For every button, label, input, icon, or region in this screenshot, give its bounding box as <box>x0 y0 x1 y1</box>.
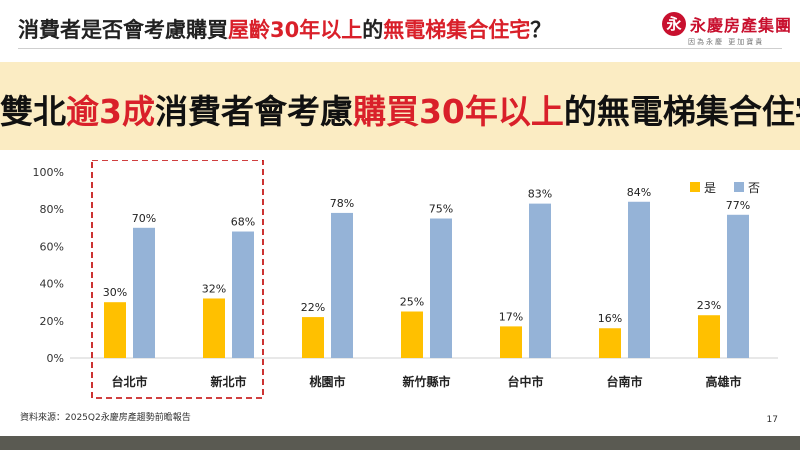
data-label-yes: 30% <box>103 286 127 299</box>
data-label-yes: 23% <box>697 299 721 312</box>
data-label-no: 68% <box>231 216 255 229</box>
bar-no <box>331 212 353 358</box>
logo-slogan: 因為永慶 更加寶貴 <box>688 38 765 46</box>
data-label-no: 83% <box>528 188 552 201</box>
title-part-1: 消費者是否會考慮購買 <box>18 18 228 42</box>
bar-yes <box>302 317 324 358</box>
data-label-yes: 22% <box>301 301 325 314</box>
data-label-no: 78% <box>330 197 354 210</box>
header-divider <box>18 48 782 49</box>
data-label-yes: 16% <box>598 312 622 325</box>
category-label: 台北市 <box>111 374 147 389</box>
category-label: 台南市 <box>606 374 642 389</box>
headline-highlight-age: 購買30年以上 <box>352 92 564 131</box>
bar-yes <box>698 315 720 358</box>
page-number: 17 <box>766 415 778 425</box>
bar-chart: 0% 20% 40% 60% 80% 100% 30% 70% 台北市 32% 68% 新北市 22% 7… <box>33 160 778 399</box>
bar-no <box>628 201 650 358</box>
bar-yes <box>599 328 621 358</box>
bar-yes <box>104 302 126 358</box>
page-title: 消費者是否會考慮購買屋齡30年以上的無電梯集合住宅？ <box>18 14 551 44</box>
y-tick-label: 20% <box>40 315 64 328</box>
highlight-box <box>91 160 264 399</box>
bar-no <box>133 227 155 358</box>
title-question-mark: ？ <box>530 18 552 42</box>
y-tick-label: 40% <box>40 278 64 291</box>
y-tick-label: 80% <box>40 203 64 216</box>
bar-yes <box>203 298 225 358</box>
company-logo: 永 永慶房產集團 因為永慶 更加寶貴 <box>662 10 791 50</box>
title-highlight-type: 無電梯集合住宅 <box>383 18 531 42</box>
data-label-no: 70% <box>132 212 156 225</box>
legend-swatch-yes <box>690 182 700 192</box>
title-part-2: 的 <box>362 18 384 42</box>
data-label-yes: 17% <box>499 310 523 323</box>
data-label-no: 75% <box>429 203 453 216</box>
logo-mark-icon: 永 <box>662 12 686 36</box>
legend-swatch-no <box>734 182 744 192</box>
bar-yes <box>500 326 522 358</box>
headline-part-1: 雙北 <box>0 92 66 131</box>
title-highlight-age: 屋齡30年以上 <box>228 18 363 42</box>
bar-no <box>529 203 551 358</box>
y-tick-label: 60% <box>40 240 64 253</box>
headline: 雙北逾3成消費者會考慮購買30年以上的無電梯集合住宅 <box>0 85 800 133</box>
category-label: 桃園市 <box>309 374 345 389</box>
source-note: 資料來源：2025Q2永慶房產趨勢前瞻報告 <box>20 413 191 423</box>
legend-label-yes: 是 <box>704 181 716 195</box>
category-label: 高雄市 <box>705 374 741 389</box>
headline-banner: 雙北逾3成消費者會考慮購買30年以上的無電梯集合住宅 <box>0 62 800 150</box>
category-label: 台中市 <box>507 374 543 389</box>
headline-highlight-share: 逾3成 <box>66 92 155 131</box>
footer-bar <box>0 436 800 450</box>
data-label-no: 77% <box>726 199 750 212</box>
category-label: 新北市 <box>210 374 246 389</box>
bar-yes <box>401 311 423 358</box>
data-label-no: 84% <box>627 186 651 199</box>
headline-part-2: 消費者會考慮 <box>154 92 353 131</box>
legend-label-no: 否 <box>748 181 760 195</box>
bar-no <box>727 214 749 358</box>
y-tick-label: 100% <box>33 166 64 179</box>
logo-name: 永慶房產集團 <box>690 16 793 35</box>
bar-no <box>430 218 452 358</box>
y-tick-label: 0% <box>47 352 64 365</box>
data-label-yes: 32% <box>202 282 226 295</box>
category-label: 新竹縣市 <box>402 374 450 389</box>
headline-part-3: 的無電梯集合住宅 <box>563 92 800 131</box>
data-label-yes: 25% <box>400 296 424 309</box>
bar-no <box>232 231 254 358</box>
